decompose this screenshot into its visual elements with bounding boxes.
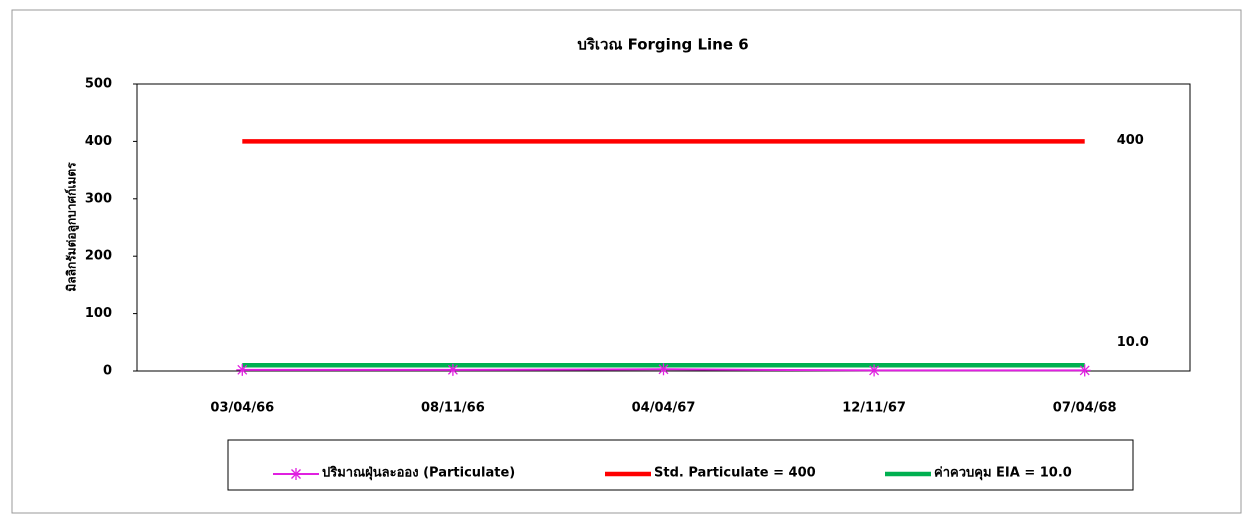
point-marker xyxy=(868,364,881,377)
point-marker xyxy=(657,363,670,376)
legend-marker xyxy=(290,468,302,480)
x-tick-label: 08/11/66 xyxy=(421,401,485,416)
y-axis-label: มิลลิกรัมต่อลูกบาศก์เมตร xyxy=(65,162,80,292)
x-tick-label: 03/04/66 xyxy=(210,401,274,416)
marker-stroke xyxy=(1079,365,1090,376)
legend-label: ปริมาณฝุ่นละออง (Particulate) xyxy=(322,466,515,481)
marker-stroke xyxy=(658,364,669,375)
point-marker xyxy=(236,363,249,376)
x-tick-label: 12/11/67 xyxy=(842,401,906,416)
marker-stroke xyxy=(237,364,248,375)
y-tick-label: 0 xyxy=(103,364,112,379)
y-tick-label: 200 xyxy=(85,249,112,264)
y-tick-label: 500 xyxy=(85,77,112,92)
data-label: 10.0 xyxy=(1117,335,1149,350)
legend-label: Std. Particulate = 400 xyxy=(654,466,816,481)
marker-stroke xyxy=(869,365,880,376)
y-tick-label: 100 xyxy=(85,306,112,321)
chart-title: บริเวณ Forging Line 6 xyxy=(577,36,748,54)
x-tick-label: 04/04/67 xyxy=(632,401,696,416)
point-marker xyxy=(446,363,459,376)
y-tick-label: 400 xyxy=(85,134,112,149)
marker-stroke xyxy=(291,469,301,479)
chart-frame xyxy=(11,9,1242,514)
point-marker xyxy=(1078,364,1091,377)
legend xyxy=(227,439,1134,491)
marker-stroke xyxy=(447,364,458,375)
data-label: 400 xyxy=(1117,133,1144,148)
y-tick-label: 300 xyxy=(85,191,112,206)
x-tick-label: 07/04/68 xyxy=(1053,401,1117,416)
legend-label: ค่าควบคุม EIA = 10.0 xyxy=(934,466,1072,481)
